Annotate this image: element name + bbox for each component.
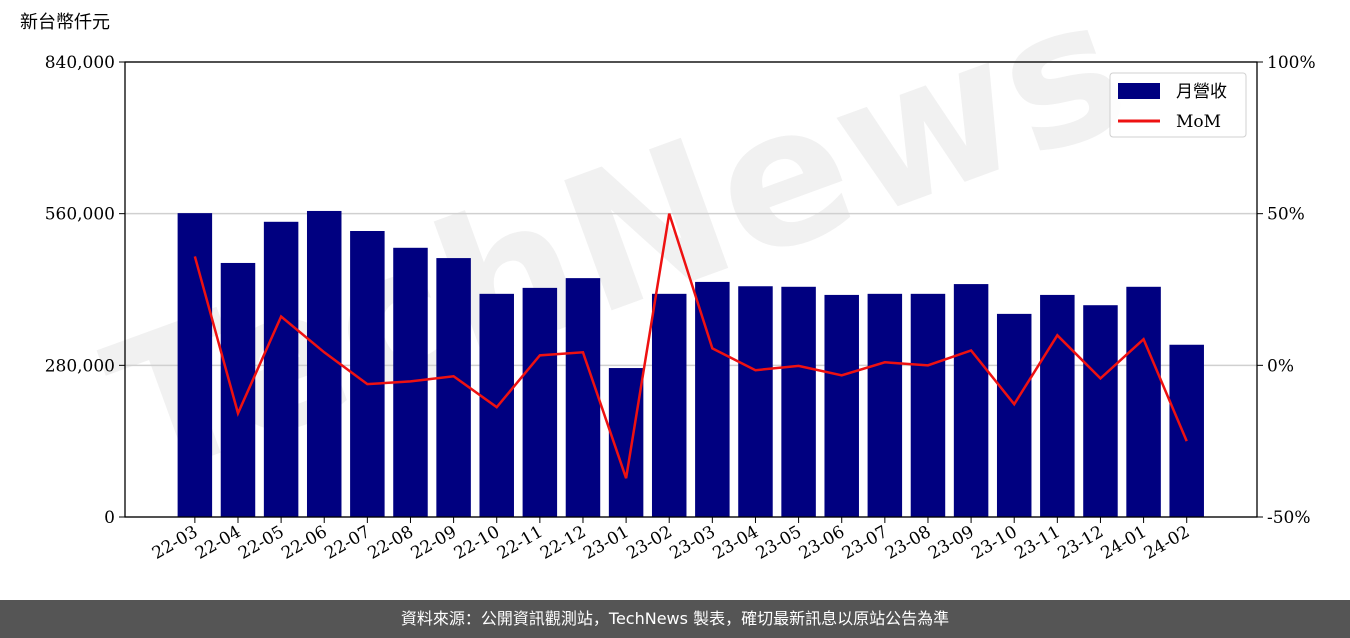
- x-tick-label: 22-03: [149, 522, 201, 564]
- x-tick-label: 23-06: [796, 522, 848, 564]
- bar: [910, 293, 946, 517]
- x-tick-label: 22-06: [278, 522, 330, 564]
- plot-frame: [124, 61, 1258, 518]
- x-tick-label: 23-12: [1055, 522, 1107, 564]
- bar: [1169, 344, 1204, 517]
- x-tick-label: 22-11: [494, 522, 546, 564]
- bar: [1126, 286, 1161, 517]
- x-tick-label: 23-08: [882, 522, 934, 564]
- bar: [738, 286, 773, 517]
- x-tick-label: 23-04: [710, 522, 762, 564]
- footer: 資料來源：公開資訊觀測站，TechNews 製表，確切最新訊息以原站公告為準: [0, 600, 1350, 638]
- x-tick-label: 23-05: [753, 522, 805, 564]
- x-tick-label: 22-09: [408, 522, 460, 564]
- bar: [695, 281, 730, 517]
- legend-label: 月營收: [1176, 82, 1227, 102]
- x-tick-label: 23-10: [968, 522, 1020, 564]
- line: [193, 213, 1188, 479]
- y-tick-label: 280,000: [45, 356, 115, 376]
- x-tick-label: 22-12: [537, 522, 589, 564]
- bar: [177, 213, 213, 517]
- x-tick-label: 23-01: [580, 522, 632, 564]
- bar: [781, 286, 816, 517]
- bar: [220, 262, 256, 517]
- x-tick-label: 22-07: [321, 522, 373, 564]
- bar: [306, 210, 342, 518]
- x-tick-label: 22-10: [451, 522, 503, 564]
- bar: [522, 287, 558, 517]
- x-tick-label: 24-02: [1141, 522, 1193, 564]
- y2-tick-label: -50%: [1267, 508, 1311, 528]
- bar: [350, 231, 385, 517]
- y2-tick-label: 100%: [1267, 53, 1316, 73]
- x-tick-label: 22-08: [365, 522, 417, 564]
- legend-label: MoM: [1176, 112, 1221, 132]
- chart: 新台幣仟元 TechNews0280,000560,000840,000-50%…: [20, 0, 1316, 564]
- bar: [996, 313, 1032, 517]
- bar: [824, 294, 859, 517]
- y-tick-label: 840,000: [45, 53, 115, 73]
- bar: [1083, 305, 1118, 517]
- x-tick-label: 22-04: [192, 522, 244, 564]
- bar: [263, 221, 299, 517]
- x-tick-label: 22-05: [235, 522, 287, 564]
- bar: [867, 293, 903, 517]
- x-tick-label: 23-11: [1011, 522, 1063, 564]
- y-tick-label: 560,000: [45, 205, 115, 225]
- x-tick-label: 23-02: [623, 522, 675, 564]
- legend-swatch: [1118, 83, 1160, 99]
- y-axis-label: 新台幣仟元: [20, 12, 110, 33]
- bar: [436, 258, 471, 517]
- x-tick-label: 23-03: [666, 522, 718, 564]
- x-tick-label: 23-09: [925, 522, 977, 564]
- bar: [565, 278, 601, 517]
- bar: [651, 293, 687, 517]
- y2-tick-label: 50%: [1267, 205, 1305, 225]
- y2-tick-label: 0%: [1267, 356, 1294, 376]
- y-tick-label: 0: [104, 508, 115, 528]
- bar: [1040, 294, 1075, 517]
- x-tick-label: 23-07: [839, 522, 891, 564]
- x-tick-label: 24-01: [1098, 522, 1150, 564]
- bar: [953, 284, 989, 517]
